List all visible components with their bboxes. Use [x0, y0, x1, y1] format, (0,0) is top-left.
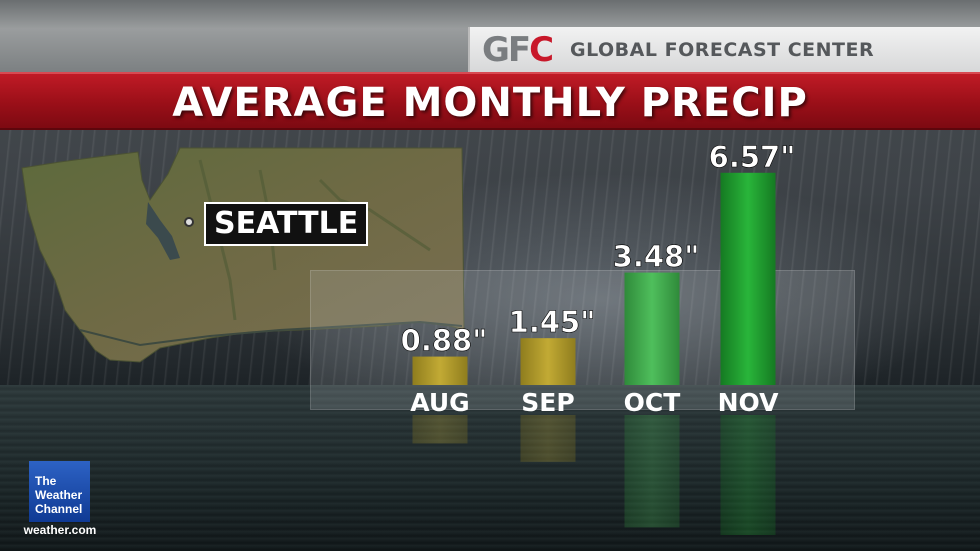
gfc-banner: [468, 27, 980, 72]
gfc-logo: GFC: [482, 30, 554, 70]
bar-nov: [720, 172, 776, 385]
logo-line-2: Weather: [35, 488, 83, 502]
map-landmass: [21, 147, 465, 363]
bar-reflection-aug: [412, 415, 468, 444]
bar-aug: [412, 356, 468, 385]
bar-reflection-nov: [720, 415, 776, 535]
logo-line-3: Channel: [35, 502, 83, 516]
gfc-logo-red: C: [529, 30, 554, 70]
washington-state-map: [21, 147, 465, 363]
value-label-nov: 6.57": [709, 140, 796, 174]
seattle-label: SEATTLE: [204, 202, 369, 246]
logo-line-1: The: [35, 474, 57, 488]
value-label-oct: 3.48": [613, 240, 700, 274]
bar-reflection-oct: [624, 415, 680, 528]
bar-sep: [520, 338, 576, 385]
title-bar: AVERAGE MONTHLY PRECIP: [0, 72, 980, 130]
seattle-location-marker: [184, 217, 194, 227]
gfc-logo-gray: GF: [482, 30, 531, 70]
category-label-oct: OCT: [624, 388, 681, 417]
brand-name: GLOBAL FORECAST CENTER: [570, 39, 875, 61]
weather-url: weather.com: [23, 523, 97, 537]
bar-oct: [624, 272, 680, 385]
value-label-aug: 0.88": [401, 324, 488, 358]
bar-reflection-sep: [520, 415, 576, 462]
value-label-sep: 1.45": [509, 305, 596, 339]
puget-sound-water: [146, 202, 180, 260]
category-label-aug: AUG: [410, 388, 469, 417]
water-reflection-floor: [0, 385, 980, 551]
columbia-river: [79, 320, 463, 347]
category-label-nov: NOV: [718, 388, 780, 417]
category-label-sep: SEP: [521, 388, 574, 417]
page-title: AVERAGE MONTHLY PRECIP: [172, 80, 808, 126]
weather-channel-logo: The Weather Channel: [29, 461, 90, 522]
